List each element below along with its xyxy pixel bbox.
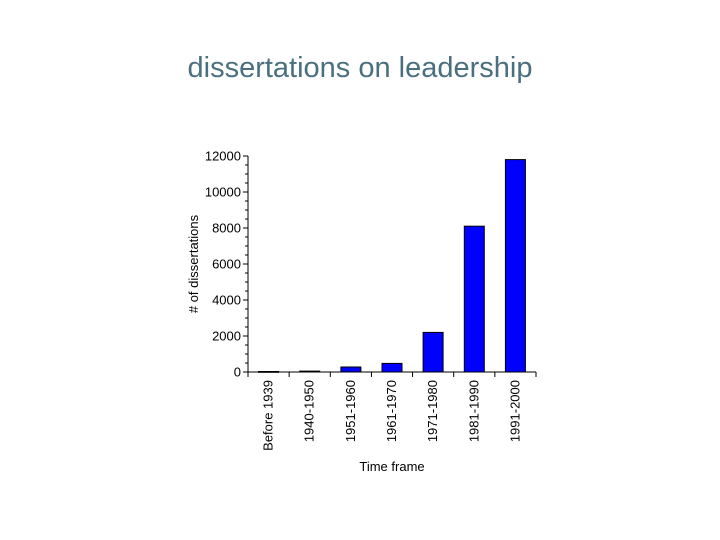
- y-tick-label: 2000: [212, 329, 241, 344]
- x-ticks-group: Before 1939 1940-1950 1951-1960 1961-1970 19…: [247, 372, 537, 451]
- bars-group: [258, 159, 526, 373]
- y-tick-label: 4000: [212, 293, 241, 308]
- axes-group: [247, 156, 536, 373]
- x-tick-label: 1940-1950: [302, 380, 317, 442]
- bar: [381, 362, 403, 373]
- x-axis-title: Time frame: [359, 459, 424, 474]
- x-tick-label: Before 1939: [261, 380, 276, 451]
- bar: [504, 159, 526, 373]
- slide-title: dissertations on leadership: [187, 52, 533, 84]
- y-axis-title: # of dissertations: [186, 214, 201, 313]
- bar: [340, 366, 362, 373]
- y-tick-label: 10000: [205, 185, 241, 200]
- bar: [463, 225, 485, 373]
- y-tick-label: 0: [234, 365, 241, 380]
- y-tick-label: 12000: [205, 149, 241, 164]
- x-tick-label: 1981-1990: [466, 380, 481, 442]
- x-tick-label: 1971-1980: [425, 380, 440, 442]
- y-tick-label: 6000: [212, 257, 241, 272]
- y-tick-label: 8000: [212, 221, 241, 236]
- x-tick-label: 1951-1960: [343, 380, 358, 442]
- bar: [422, 331, 444, 373]
- x-tick-label: 1991-2000: [507, 380, 522, 442]
- x-tick-label: 1961-1970: [384, 380, 399, 442]
- y-ticks-group: 0 2000 4000 6000 8000 10000 12000: [205, 149, 248, 380]
